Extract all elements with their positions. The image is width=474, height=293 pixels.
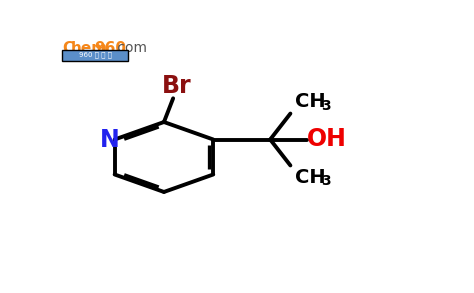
Text: .com: .com: [114, 42, 147, 55]
Text: 3: 3: [322, 99, 331, 113]
Text: 3: 3: [322, 174, 331, 188]
Text: 960: 960: [94, 42, 126, 57]
Text: N: N: [100, 127, 120, 151]
Text: OH: OH: [307, 127, 347, 151]
Text: CH: CH: [295, 92, 326, 111]
Text: Br: Br: [162, 74, 191, 98]
Text: 960 化 工 网: 960 化 工 网: [79, 52, 112, 58]
FancyBboxPatch shape: [62, 50, 128, 61]
Text: hem: hem: [71, 42, 108, 57]
Text: CH: CH: [295, 168, 326, 187]
Text: C: C: [62, 42, 73, 57]
